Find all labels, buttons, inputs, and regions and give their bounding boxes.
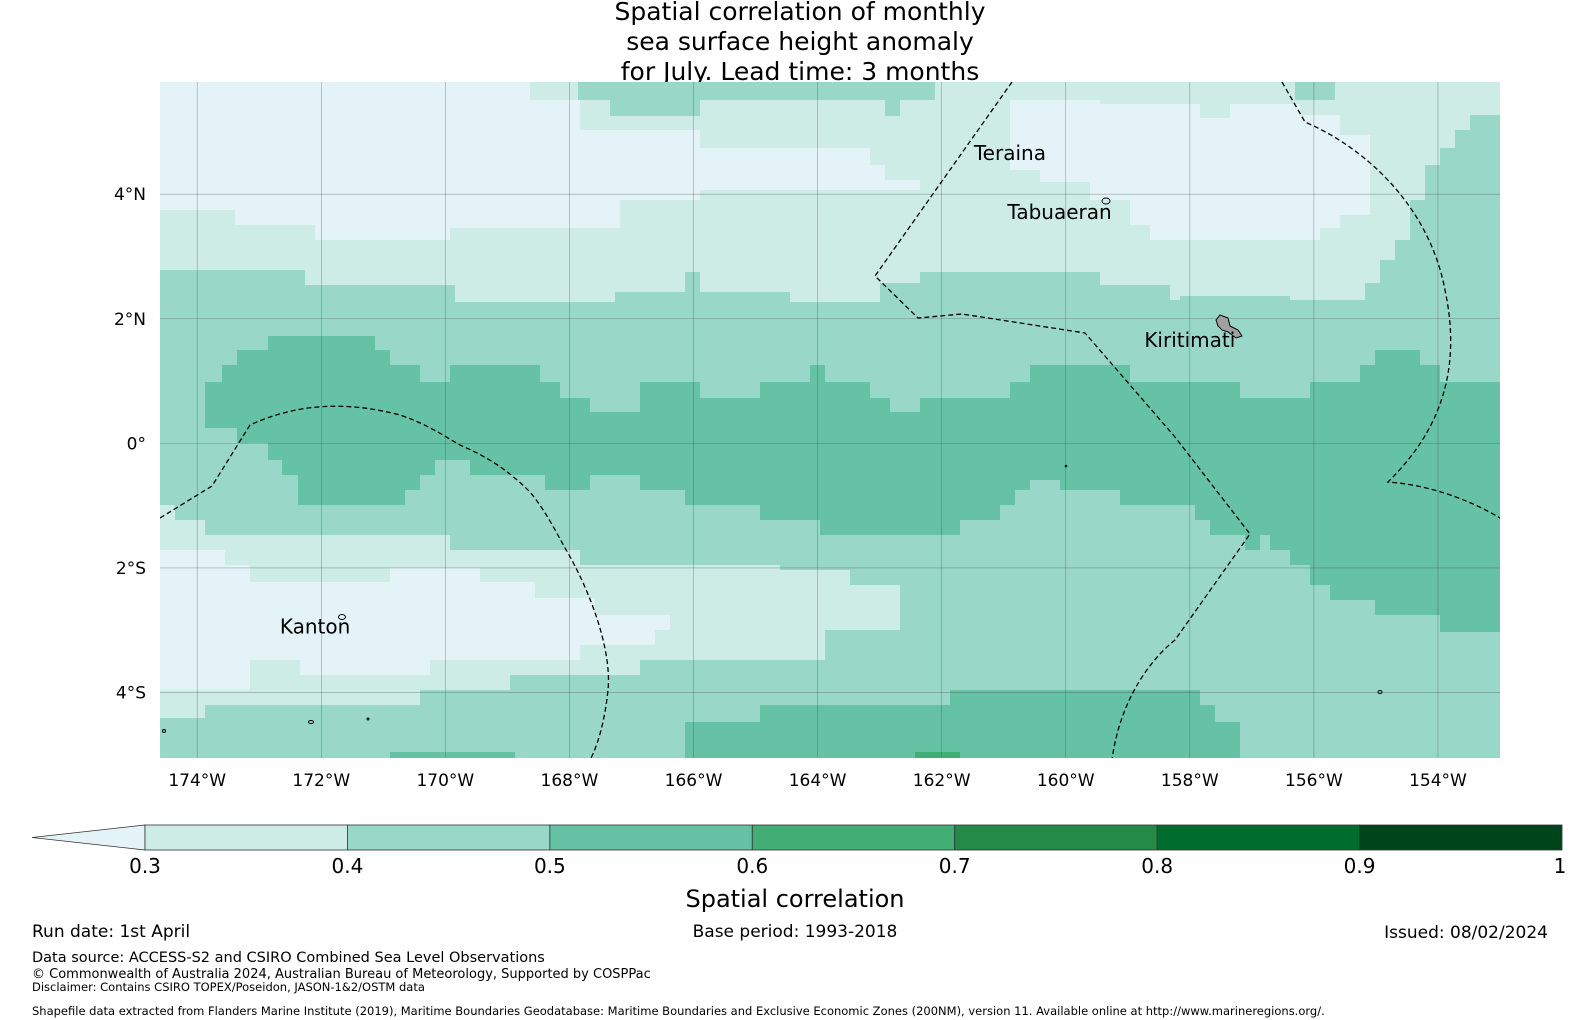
island-tabuaeran	[1101, 197, 1111, 205]
eez-boundary-kiritimati	[1281, 82, 1500, 519]
colorbar-tick-label: 0.7	[939, 854, 971, 875]
colorbar-tick-label: 0.8	[1141, 854, 1173, 875]
colorbar-tick-label: 0.3	[129, 854, 161, 875]
lon-tick-label: 174°W	[168, 771, 226, 791]
lon-tick-label: 164°W	[789, 771, 847, 791]
copyright: © Commonwealth of Australia 2024, Austra…	[32, 967, 651, 982]
lat-tick-label: 0°	[127, 434, 146, 454]
field-central-0.5	[205, 336, 1500, 758]
field-south-0.6-sliver	[915, 752, 960, 758]
lon-tick-label: 170°W	[416, 771, 474, 791]
colorbar-tick-label: 0.9	[1344, 854, 1376, 875]
place-labels: Teraina Tabuaeran Kiritimati Kanton	[280, 141, 1235, 639]
lon-tick-label: 158°W	[1161, 771, 1219, 791]
colorbar-box	[1359, 824, 1563, 851]
run-date: Run date: 1st April	[32, 922, 191, 942]
lat-tick-label: 4°N	[114, 185, 146, 205]
lat-tick-label: 2°N	[114, 310, 146, 330]
island-kiritimati	[1215, 314, 1243, 339]
island-small-3	[1377, 690, 1383, 694]
lon-tick-label: 156°W	[1285, 771, 1343, 791]
base-period: Base period: 1993-2018	[692, 922, 898, 942]
shapefile-credit: Shapefile data extracted from Flanders M…	[32, 1004, 1325, 1018]
map-title: Spatial correlation of monthly sea surfa…	[520, 0, 1080, 87]
lon-tick-label: 168°W	[541, 771, 599, 791]
lon-tick-label: 166°W	[665, 771, 723, 791]
colorbar-ticks: 0.3 0.4 0.5 0.6 0.7 0.8 0.9 1	[129, 854, 1566, 875]
title-line-1: Spatial correlation of monthly	[614, 0, 986, 26]
field-north-0.4-top	[578, 82, 935, 116]
disclaimer: Disclaimer: Contains CSIRO TOPEX/Poseido…	[32, 980, 425, 994]
colorbar-tick-label: 0.4	[332, 854, 364, 875]
place-label-kiritimati: Kiritimati	[1144, 328, 1235, 352]
island-small-2	[366, 717, 370, 721]
field-north-0.4-topright	[1295, 82, 1335, 100]
island-small-5	[162, 729, 166, 733]
lon-tick-label: 172°W	[292, 771, 350, 791]
eez-boundary-line-islands-north	[874, 82, 1251, 758]
longitude-tick-labels: 174°W 172°W 170°W 168°W 166°W 164°W 162°W 160°W…	[168, 771, 1467, 791]
colorbar-tick-label: 1	[1554, 854, 1567, 875]
lon-tick-label: 160°W	[1037, 771, 1095, 791]
island-small-4	[1064, 464, 1068, 468]
field-north-0.25-b	[1010, 100, 1370, 240]
map-field: Teraina Tabuaeran Kiritimati Kanton	[160, 82, 1500, 758]
island-kanton	[338, 614, 346, 620]
field-lower-0.4	[1290, 565, 1330, 600]
latitude-tick-labels: 4°N 2°N 0° 2°S 4°S	[114, 185, 146, 703]
place-label-tabuaeran: Tabuaeran	[1006, 200, 1111, 224]
lat-tick-label: 4°S	[116, 684, 146, 704]
colorbar-boxes	[31, 824, 1563, 851]
colorbar-box	[954, 824, 1158, 851]
colorbar-box	[549, 824, 753, 851]
lon-tick-label: 162°W	[913, 771, 971, 791]
colorbar-tick-label: 0.5	[534, 854, 566, 875]
field-south-0.5-left	[390, 752, 515, 758]
data-source: Data source: ACCESS-S2 and CSIRO Combine…	[32, 950, 545, 966]
colorbar-box	[144, 824, 348, 851]
field-south-0.25	[160, 550, 670, 690]
colorbar-tick-label: 0.6	[736, 854, 768, 875]
title-line-2: sea surface height anomaly	[626, 27, 974, 56]
colorbar-box	[1156, 824, 1360, 851]
lat-tick-label: 2°S	[116, 559, 146, 579]
gridlines	[160, 82, 1500, 758]
field-south-0.5	[685, 690, 1240, 758]
colorbar-label: Spatial correlation	[685, 885, 905, 913]
title-line-3: for July. Lead time: 3 months	[620, 57, 980, 86]
colorbar-extend-triangle	[31, 824, 146, 851]
colorbar-box	[751, 824, 956, 851]
place-label-kanton: Kanton	[280, 614, 350, 638]
eez-boundary-kanton	[160, 405, 610, 758]
lon-tick-label: 154°W	[1409, 771, 1467, 791]
issued-date: Issued: 08/02/2024	[1384, 923, 1548, 943]
field-north-0.25-a	[160, 82, 920, 240]
island-small-1	[308, 720, 314, 724]
colorbar: 0.3 0.4 0.5 0.6 0.7 0.8 0.9 1	[31, 824, 1566, 875]
islands	[162, 197, 1383, 733]
colorbar-box	[347, 824, 551, 851]
eez-boundaries	[160, 82, 1500, 758]
place-label-teraina: Teraina	[973, 141, 1046, 165]
